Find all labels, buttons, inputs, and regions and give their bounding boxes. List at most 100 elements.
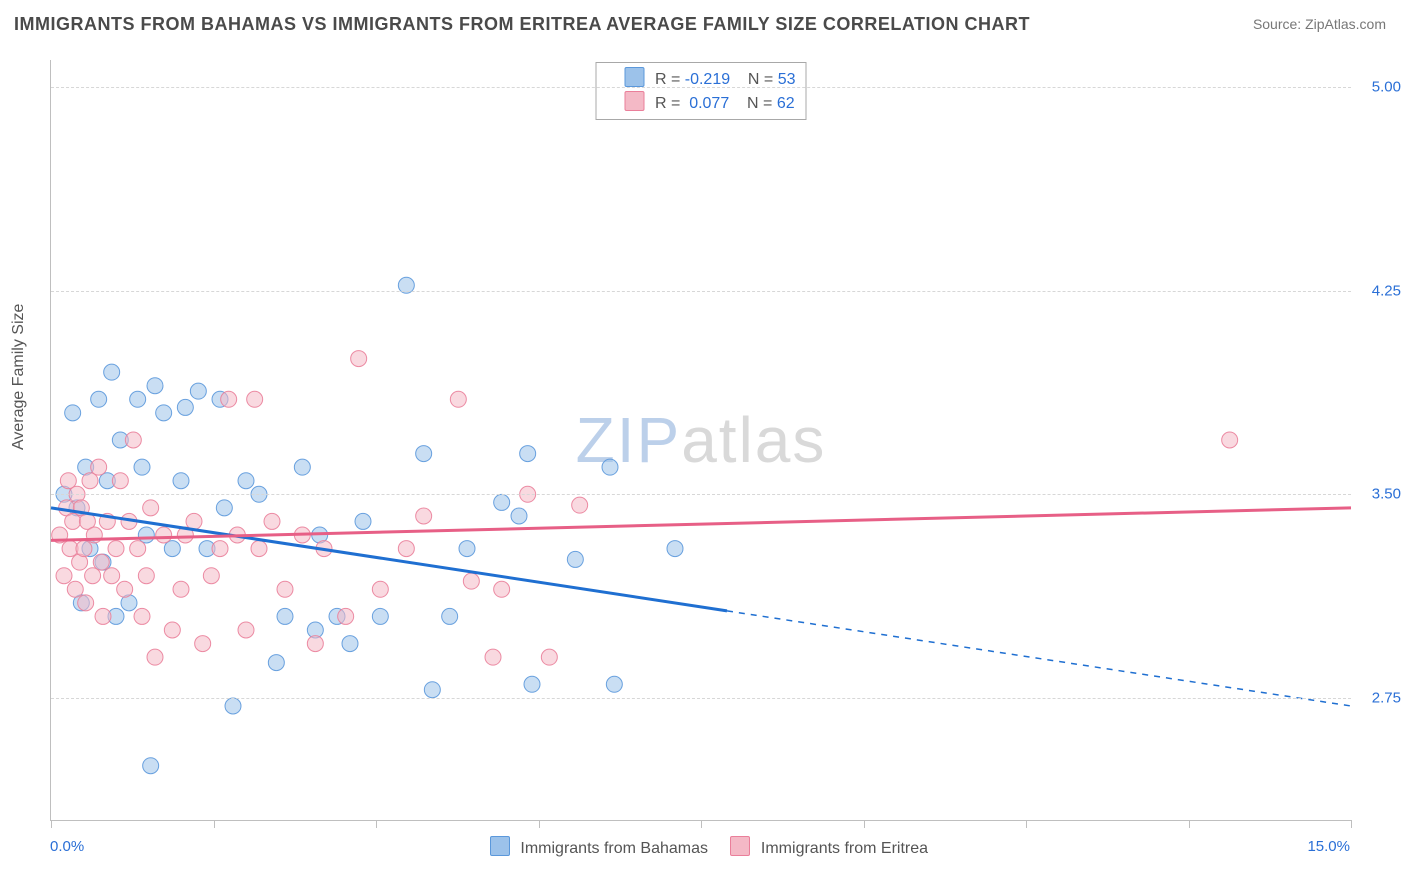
gridline-h	[51, 494, 1351, 495]
data-point	[524, 676, 540, 692]
data-point	[307, 636, 323, 652]
correlation-legend: R = -0.219 N = 53 R = 0.077 N = 62	[596, 62, 807, 120]
data-point	[112, 473, 128, 489]
data-point	[342, 636, 358, 652]
n-label: N =	[747, 95, 772, 112]
data-point	[494, 494, 510, 510]
data-point	[78, 595, 94, 611]
data-point	[251, 541, 267, 557]
data-point	[442, 608, 458, 624]
data-point	[372, 608, 388, 624]
data-point	[459, 541, 475, 557]
data-point	[147, 649, 163, 665]
data-point	[416, 508, 432, 524]
data-point	[294, 459, 310, 475]
chart-page: IMMIGRANTS FROM BAHAMAS VS IMMIGRANTS FR…	[0, 0, 1406, 892]
y-axis-label: Average Family Size	[10, 304, 28, 450]
data-point	[67, 581, 83, 597]
data-point	[247, 391, 263, 407]
data-point	[156, 527, 172, 543]
data-point	[65, 405, 81, 421]
data-point	[143, 500, 159, 516]
data-point	[173, 581, 189, 597]
x-tick	[1189, 820, 1190, 828]
r-label: R =	[655, 71, 680, 88]
data-point	[156, 405, 172, 421]
data-point	[424, 682, 440, 698]
source-value: ZipAtlas.com	[1305, 16, 1386, 32]
data-point	[108, 541, 124, 557]
data-point	[463, 573, 479, 589]
plot-area: ZIPatlas R = -0.219 N = 53 R = 0.077 N =…	[50, 60, 1351, 821]
data-point	[130, 541, 146, 557]
data-point	[541, 649, 557, 665]
y-tick-label: 2.75	[1361, 689, 1401, 706]
x-tick	[701, 820, 702, 828]
data-point	[268, 655, 284, 671]
x-tick	[376, 820, 377, 828]
data-point	[104, 568, 120, 584]
swatch-bahamas-bottom	[490, 836, 510, 856]
r-value-bahamas: -0.219	[685, 71, 730, 88]
data-point	[76, 541, 92, 557]
data-point	[56, 568, 72, 584]
data-point	[82, 473, 98, 489]
data-point	[277, 581, 293, 597]
data-point	[91, 459, 107, 475]
source-label: Source:	[1253, 16, 1305, 32]
data-point	[60, 473, 76, 489]
data-point	[195, 636, 211, 652]
x-axis-max-label: 15.0%	[1307, 838, 1350, 855]
x-tick	[864, 820, 865, 828]
data-point	[164, 541, 180, 557]
data-point	[450, 391, 466, 407]
data-point	[143, 758, 159, 774]
x-axis-row: 0.0% Immigrants from Bahamas Immigrants …	[50, 832, 1350, 872]
data-point	[338, 608, 354, 624]
data-point	[91, 391, 107, 407]
data-point	[494, 581, 510, 597]
swatch-eritrea	[625, 91, 645, 111]
data-point	[416, 446, 432, 462]
data-point	[138, 568, 154, 584]
x-tick	[214, 820, 215, 828]
x-tick	[51, 820, 52, 828]
n-value-eritrea: 62	[777, 95, 795, 112]
data-point	[1222, 432, 1238, 448]
source-attribution: Source: ZipAtlas.com	[1253, 16, 1386, 32]
data-point	[104, 364, 120, 380]
data-point	[190, 383, 206, 399]
swatch-bahamas	[625, 67, 645, 87]
x-tick	[1026, 820, 1027, 828]
data-point	[177, 399, 193, 415]
scatter-svg	[51, 60, 1351, 820]
data-point	[173, 473, 189, 489]
data-point	[225, 698, 241, 714]
data-point	[85, 568, 101, 584]
data-point	[351, 351, 367, 367]
data-point	[511, 508, 527, 524]
data-point	[216, 500, 232, 516]
legend-row-eritrea: R = 0.077 N = 62	[607, 91, 796, 115]
data-point	[95, 608, 111, 624]
data-point	[485, 649, 501, 665]
data-point	[572, 497, 588, 513]
data-point	[93, 554, 109, 570]
y-tick-label: 4.25	[1361, 282, 1401, 299]
data-point	[277, 608, 293, 624]
data-point	[138, 527, 154, 543]
r-value-eritrea: 0.077	[689, 95, 729, 112]
data-point	[372, 581, 388, 597]
data-point	[264, 513, 280, 529]
y-tick-label: 3.50	[1361, 486, 1401, 503]
gridline-h	[51, 698, 1351, 699]
data-point	[125, 432, 141, 448]
data-point	[147, 378, 163, 394]
data-point	[606, 676, 622, 692]
data-point	[238, 473, 254, 489]
data-point	[221, 391, 237, 407]
data-point	[186, 513, 202, 529]
data-point	[355, 513, 371, 529]
data-point	[134, 608, 150, 624]
data-point	[238, 622, 254, 638]
